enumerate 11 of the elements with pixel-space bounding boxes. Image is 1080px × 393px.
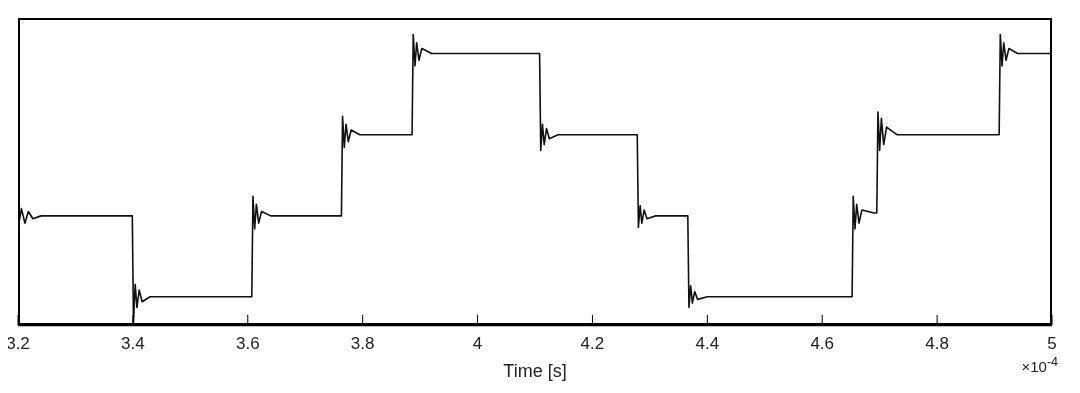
x-tick-label: 4.6 — [810, 334, 835, 354]
x-tick-label: 4.2 — [580, 334, 605, 354]
x-tick-label: 3.4 — [121, 334, 145, 354]
x-axis-title: Time [s] — [503, 361, 567, 381]
x-tick-label: 4.4 — [695, 334, 720, 354]
x-tick-label: 3.6 — [235, 334, 260, 354]
text: ×10$^{-4}$ — [1021, 355, 1058, 375]
x-tick-label: 4.8 — [925, 334, 949, 354]
x-tick-label: 4 — [472, 334, 483, 354]
x-tick-label: 3.8 — [350, 334, 375, 354]
x-tick-label: 5 — [1047, 334, 1057, 354]
